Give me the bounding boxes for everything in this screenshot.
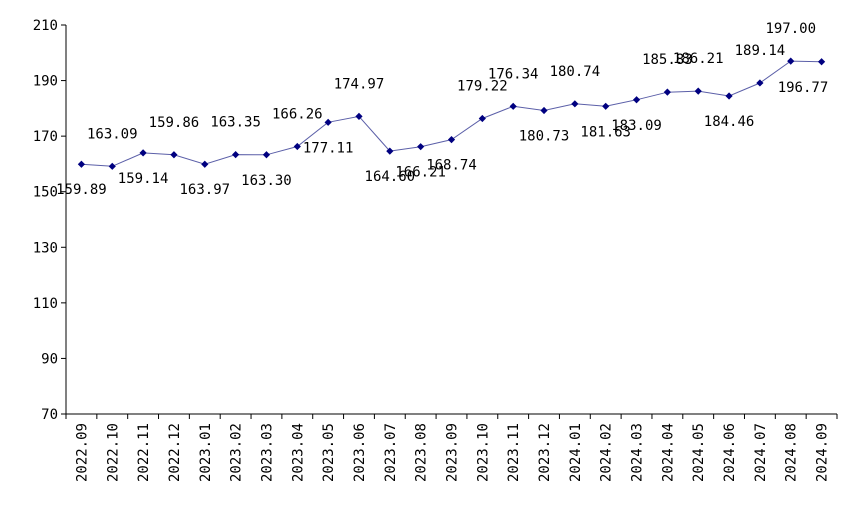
data-label: 174.97 bbox=[334, 76, 385, 92]
data-label: 166.21 bbox=[395, 165, 446, 181]
x-tick-label: 2023.04 bbox=[290, 423, 306, 482]
y-tick-label: 130 bbox=[33, 240, 58, 256]
data-point bbox=[170, 151, 178, 159]
x-tick-label: 2024.01 bbox=[568, 423, 584, 482]
data-label: 189.14 bbox=[735, 43, 786, 59]
data-point bbox=[756, 79, 764, 87]
data-point bbox=[632, 96, 641, 104]
x-tick-label: 2022.12 bbox=[167, 423, 183, 482]
data-point bbox=[540, 106, 548, 115]
data-label: 180.74 bbox=[550, 64, 601, 80]
y-tick-label: 150 bbox=[33, 185, 58, 201]
data-points bbox=[77, 57, 826, 170]
x-tick-label: 2024.03 bbox=[630, 423, 646, 482]
x-tick-label: 2023.03 bbox=[259, 423, 275, 482]
data-point bbox=[293, 142, 301, 151]
data-label: 166.26 bbox=[272, 107, 323, 123]
data-label: 197.00 bbox=[765, 21, 816, 37]
x-tick-label: 2023.02 bbox=[229, 423, 245, 482]
data-label: 164.60 bbox=[365, 169, 416, 185]
data-point bbox=[386, 147, 394, 155]
data-point bbox=[262, 151, 271, 159]
y-tick-label: 190 bbox=[33, 74, 58, 90]
data-point bbox=[787, 57, 795, 65]
x-tick-label: 2023.12 bbox=[537, 423, 553, 482]
y-tick-label: 70 bbox=[41, 407, 58, 423]
x-tick-label: 2024.05 bbox=[691, 423, 707, 482]
data-point bbox=[817, 58, 826, 66]
data-point bbox=[232, 151, 240, 159]
x-tick-label: 2023.07 bbox=[383, 423, 399, 482]
x-tick-label: 2023.05 bbox=[321, 423, 337, 482]
data-label: 180.73 bbox=[519, 129, 570, 145]
x-tick-label: 2023.10 bbox=[475, 423, 491, 482]
data-point bbox=[694, 87, 702, 95]
data-label: 163.97 bbox=[179, 182, 230, 198]
data-label: 176.34 bbox=[488, 66, 539, 82]
x-axis-ticks: 2022.09 2022.10 2022.11 2022.12 2023.01 2023.… bbox=[65, 414, 838, 482]
data-labels: 159.89 163.09 159.14 159.86 163.97 163.35 163.… bbox=[56, 21, 828, 198]
data-label: 177.11 bbox=[303, 140, 354, 156]
data-point bbox=[571, 100, 579, 108]
y-tick-label: 110 bbox=[33, 296, 58, 312]
data-label: 179.22 bbox=[457, 79, 508, 95]
x-tick-label: 2024.07 bbox=[753, 423, 769, 482]
data-label: 184.46 bbox=[704, 114, 755, 130]
x-tick-label: 2024.04 bbox=[660, 423, 676, 482]
data-label: 163.35 bbox=[210, 115, 261, 131]
x-tick-label: 2023.08 bbox=[414, 423, 430, 482]
data-point bbox=[139, 149, 147, 157]
y-tick-label: 90 bbox=[41, 351, 58, 367]
data-label: 163.09 bbox=[87, 126, 138, 142]
data-point bbox=[478, 114, 486, 123]
data-point bbox=[355, 112, 363, 120]
data-point bbox=[324, 118, 332, 126]
data-label: 159.14 bbox=[118, 171, 169, 187]
axes bbox=[65, 25, 837, 415]
x-tick-label: 2022.10 bbox=[105, 423, 121, 482]
x-tick-label: 2024.08 bbox=[784, 423, 800, 482]
x-tick-label: 2024.06 bbox=[722, 423, 738, 482]
x-tick-label: 2024.09 bbox=[815, 423, 831, 482]
data-label: 183.09 bbox=[611, 118, 662, 134]
y-tick-label: 170 bbox=[33, 129, 58, 145]
data-point bbox=[108, 162, 116, 170]
data-point bbox=[602, 102, 610, 110]
data-point bbox=[447, 136, 456, 144]
data-label: 159.89 bbox=[56, 182, 107, 198]
data-label: 163.30 bbox=[241, 173, 292, 189]
data-point bbox=[201, 160, 209, 168]
x-tick-label: 2022.11 bbox=[136, 423, 152, 482]
x-tick-label: 2023.11 bbox=[506, 423, 522, 482]
data-point bbox=[77, 160, 86, 168]
data-label: 185.83 bbox=[642, 52, 693, 68]
data-label: 168.74 bbox=[426, 158, 477, 174]
data-point bbox=[725, 92, 733, 100]
x-tick-label: 2024.02 bbox=[599, 423, 615, 482]
data-label: 181.63 bbox=[580, 124, 631, 140]
x-tick-label: 2022.09 bbox=[74, 423, 90, 482]
data-point bbox=[509, 102, 517, 110]
x-tick-label: 2023.09 bbox=[445, 423, 461, 482]
y-tick-label: 210 bbox=[33, 18, 58, 34]
data-label: 186.21 bbox=[673, 51, 724, 67]
data-point bbox=[417, 143, 425, 151]
x-tick-label: 2023.01 bbox=[198, 423, 214, 482]
data-point bbox=[663, 88, 671, 96]
x-tick-label: 2023.06 bbox=[352, 423, 368, 482]
data-label: 159.86 bbox=[149, 115, 200, 131]
data-label: 196.77 bbox=[778, 80, 829, 96]
y-axis-ticks: 70 90 110 130 150 170 190 210 bbox=[33, 18, 66, 423]
